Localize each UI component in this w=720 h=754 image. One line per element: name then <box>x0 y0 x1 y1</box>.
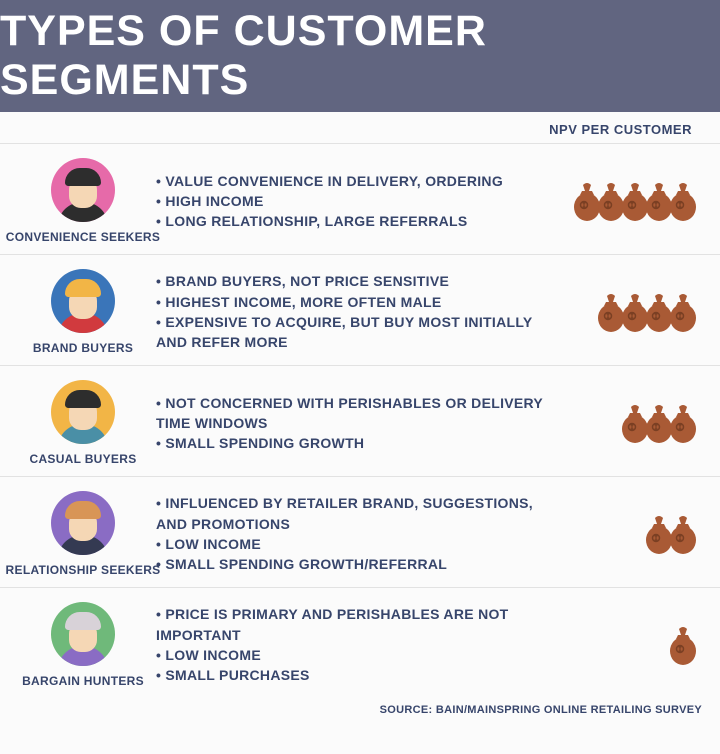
npv-bags <box>548 181 698 221</box>
npv-bags <box>548 625 698 665</box>
bullet-item: Small spending growth/referral <box>156 554 548 574</box>
bullet-item: Small spending growth <box>156 433 548 453</box>
segment-bullets: Value convenience in delivery, orderingH… <box>138 171 548 232</box>
segment-label: CASUAL BUYERS <box>29 452 136 466</box>
segment-label: BARGAIN HUNTERS <box>22 674 144 688</box>
bullet-item: Low income <box>156 534 548 554</box>
bullet-item: High income <box>156 191 548 211</box>
npv-bags <box>548 514 698 554</box>
segment-bullets: Influenced by retailer brand, suggestion… <box>138 493 548 574</box>
bullet-item: Not concerned with perishables or delive… <box>156 393 548 434</box>
avatar-column: CASUAL BUYERS <box>28 380 138 466</box>
segment-row: RELATIONSHIP SEEKERS Influenced by retai… <box>0 476 720 587</box>
avatar-column: RELATIONSHIP SEEKERS <box>28 491 138 577</box>
avatar-icon <box>51 491 115 555</box>
npv-bags <box>548 403 698 443</box>
segment-label: CONVENIENCE SEEKERS <box>6 230 160 244</box>
money-bag-icon <box>668 403 698 443</box>
avatar-column: CONVENIENCE SEEKERS <box>28 158 138 244</box>
npv-header-label: NPV PER CUSTOMER <box>0 112 720 143</box>
segment-row: BARGAIN HUNTERS Price is primary and per… <box>0 587 720 698</box>
segment-bullets: Brand buyers, not price sensitiveHighest… <box>138 271 548 352</box>
money-bag-icon <box>668 292 698 332</box>
bullet-item: Price is primary and perishables are not… <box>156 604 548 645</box>
page-title: TYPES OF CUSTOMER SEGMENTS <box>0 7 720 105</box>
bullet-item: Expensive to acquire, but buy most initi… <box>156 312 548 353</box>
avatar-icon <box>51 380 115 444</box>
bullet-item: Long relationship, large referrals <box>156 211 548 231</box>
money-bag-icon <box>668 181 698 221</box>
bullet-item: Highest income, more often male <box>156 292 548 312</box>
bullet-item: Brand buyers, not price sensitive <box>156 271 548 291</box>
segment-label: BRAND BUYERS <box>33 341 133 355</box>
segment-row: CASUAL BUYERS Not concerned with perisha… <box>0 365 720 476</box>
segment-list: CONVENIENCE SEEKERS Value convenience in… <box>0 143 720 698</box>
segment-bullets: Not concerned with perishables or delive… <box>138 393 548 454</box>
segment-row: BRAND BUYERS Brand buyers, not price sen… <box>0 254 720 365</box>
segment-row: CONVENIENCE SEEKERS Value convenience in… <box>0 143 720 254</box>
avatar-icon <box>51 269 115 333</box>
bullet-item: Influenced by retailer brand, suggestion… <box>156 493 548 534</box>
avatar-column: BRAND BUYERS <box>28 269 138 355</box>
avatar-icon <box>51 602 115 666</box>
money-bag-icon <box>668 514 698 554</box>
bullet-item: Value convenience in delivery, ordering <box>156 171 548 191</box>
avatar-column: BARGAIN HUNTERS <box>28 602 138 688</box>
segment-bullets: Price is primary and perishables are not… <box>138 604 548 685</box>
npv-bags <box>548 292 698 332</box>
bullet-item: Low income <box>156 645 548 665</box>
money-bag-icon <box>668 625 698 665</box>
source-citation: SOURCE: BAIN/MAINSPRING ONLINE RETAILING… <box>0 698 720 716</box>
header: TYPES OF CUSTOMER SEGMENTS <box>0 0 720 112</box>
bullet-item: Small purchases <box>156 665 548 685</box>
avatar-icon <box>51 158 115 222</box>
